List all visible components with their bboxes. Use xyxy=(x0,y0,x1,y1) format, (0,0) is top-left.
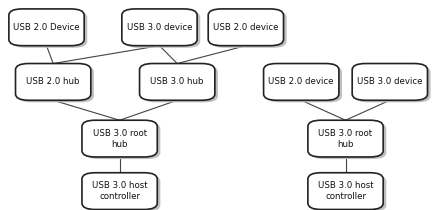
Text: USB 3.0 host
controller: USB 3.0 host controller xyxy=(92,181,148,201)
Text: USB 3.0 hub: USB 3.0 hub xyxy=(151,77,204,86)
Text: USB 3.0 root
hub: USB 3.0 root hub xyxy=(319,129,373,149)
FancyBboxPatch shape xyxy=(19,66,94,102)
Text: USB 2.0 device: USB 2.0 device xyxy=(268,77,334,86)
FancyBboxPatch shape xyxy=(311,122,386,159)
FancyBboxPatch shape xyxy=(85,175,160,210)
FancyBboxPatch shape xyxy=(9,9,84,46)
FancyBboxPatch shape xyxy=(12,11,87,48)
FancyBboxPatch shape xyxy=(308,173,383,209)
Text: USB 2.0 device: USB 2.0 device xyxy=(213,23,279,32)
FancyBboxPatch shape xyxy=(85,122,160,159)
FancyBboxPatch shape xyxy=(211,11,287,48)
FancyBboxPatch shape xyxy=(140,63,215,100)
FancyBboxPatch shape xyxy=(82,120,157,157)
Text: USB 3.0 device: USB 3.0 device xyxy=(357,77,423,86)
Text: USB 3.0 root
hub: USB 3.0 root hub xyxy=(93,129,147,149)
FancyBboxPatch shape xyxy=(267,66,342,102)
FancyBboxPatch shape xyxy=(264,63,339,100)
FancyBboxPatch shape xyxy=(355,66,431,102)
FancyBboxPatch shape xyxy=(352,63,427,100)
FancyBboxPatch shape xyxy=(311,175,386,210)
FancyBboxPatch shape xyxy=(122,9,197,46)
Text: USB 2.0 Device: USB 2.0 Device xyxy=(13,23,80,32)
FancyBboxPatch shape xyxy=(308,120,383,157)
Text: USB 3.0 host
controller: USB 3.0 host controller xyxy=(318,181,373,201)
FancyBboxPatch shape xyxy=(16,63,91,100)
FancyBboxPatch shape xyxy=(82,173,157,209)
FancyBboxPatch shape xyxy=(143,66,218,102)
FancyBboxPatch shape xyxy=(208,9,284,46)
Text: USB 3.0 device: USB 3.0 device xyxy=(127,23,192,32)
Text: USB 2.0 hub: USB 2.0 hub xyxy=(27,77,80,86)
FancyBboxPatch shape xyxy=(125,11,200,48)
